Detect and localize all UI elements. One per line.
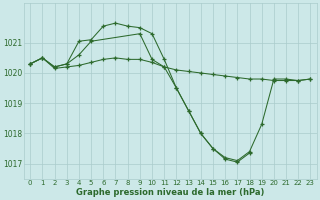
X-axis label: Graphe pression niveau de la mer (hPa): Graphe pression niveau de la mer (hPa)	[76, 188, 265, 197]
